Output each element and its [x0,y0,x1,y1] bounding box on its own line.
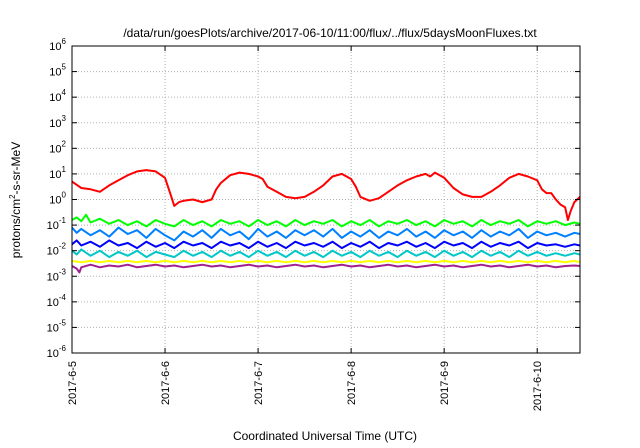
y-tick-exponent: -3 [59,267,67,276]
series-line-5 [71,248,581,259]
y-axis-label-exponent: 2 [8,194,17,199]
x-tick-label: 2017-6-10 [532,361,544,411]
y-tick-label: 102 [49,139,66,155]
x-axis-ticks: 2017-6-5 2017-6-6 2017-6-7 2017-6-8 2017-6-9… [67,46,544,411]
y-tick-exponent: -1 [59,216,67,225]
y-tick-label: 10-6 [47,344,67,360]
y-tick-exponent: -6 [59,344,67,353]
y-tick-base: 10 [49,41,61,53]
y-tick-base: 10 [47,246,59,258]
y-tick-base: 10 [47,220,59,232]
x-tick-label: 2017-6-7 [253,361,265,405]
y-tick-exponent: 0 [62,191,67,200]
plot-frame [71,45,581,354]
y-tick-label: 104 [49,88,66,104]
series-line-1 [71,169,581,221]
x-tick-label: 2017-6-6 [160,361,172,405]
y-tick-exponent: -5 [59,318,67,327]
series-line-6 [71,259,581,264]
y-tick-label: 10-2 [47,242,67,258]
y-tick-exponent: 2 [62,139,67,148]
y-tick-exponent: -4 [59,293,67,302]
y-tick-base: 10 [47,322,59,334]
series-lines [71,169,581,274]
series-line-7 [71,263,581,274]
y-tick-label: 10-1 [47,216,67,232]
y-tick-label: 100 [49,191,66,207]
y-tick-exponent: 1 [62,165,67,174]
y-tick-label: 105 [49,63,66,79]
y-axis-label-unit: protons/cm [9,199,23,258]
y-tick-base: 10 [49,195,61,207]
y-tick-exponent: 4 [62,88,67,97]
x-tick-label: 2017-6-8 [346,361,358,405]
y-tick-label: 101 [49,165,66,181]
y-tick-base: 10 [49,118,61,130]
y-tick-label: 10-4 [47,293,67,309]
y-tick-label: 10-3 [47,267,67,283]
x-axis-label: Coordinated Universal Time (UTC) [233,429,417,443]
y-tick-base: 10 [47,297,59,309]
y-tick-exponent: 5 [62,63,67,72]
y-tick-base: 10 [47,271,59,283]
y-tick-base: 10 [49,169,61,181]
grid-lines [72,46,580,353]
y-tick-label: 106 [49,37,66,53]
y-tick-exponent: 6 [62,37,67,46]
series-line-3 [71,226,581,242]
y-axis-label: protons/cm2-s-sr-MeV [8,142,23,258]
y-tick-base: 10 [47,348,59,360]
y-tick-base: 10 [49,67,61,79]
y-tick-base: 10 [49,92,61,104]
chart-title: /data/run/goesPlots/archive/2017-06-10/1… [123,26,537,40]
y-tick-exponent: 3 [62,114,67,123]
x-tick-label: 2017-6-9 [439,361,451,405]
x-tick-label: 2017-6-5 [67,361,79,405]
y-tick-label: 10-5 [47,318,67,334]
series-line-2 [71,213,581,228]
y-axis-label-rest: -s-sr-MeV [9,142,23,195]
y-tick-base: 10 [49,143,61,155]
y-axis-ticks: 10-610-510-410-310-210-11001011021031041… [47,37,580,360]
series-line-4 [71,239,581,250]
y-tick-label: 103 [49,114,66,130]
y-tick-exponent: -2 [59,242,67,251]
